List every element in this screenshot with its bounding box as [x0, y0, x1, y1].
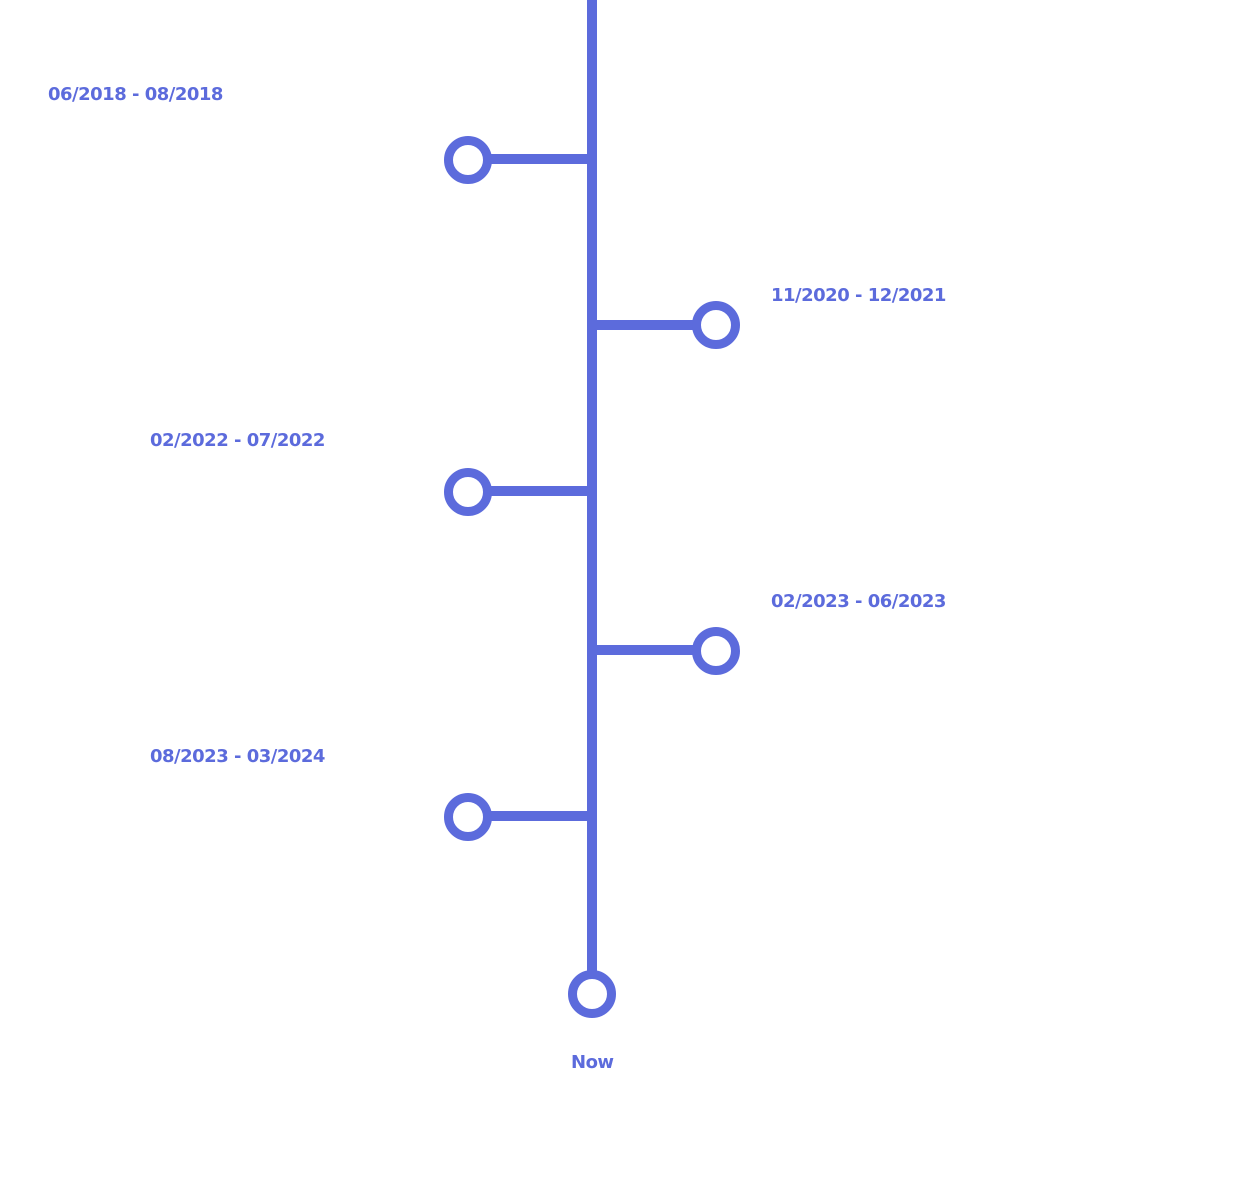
date-range-label: 06/2018 - 08/2018 [48, 84, 223, 105]
end-node [568, 970, 616, 1018]
milestone-node [692, 301, 740, 349]
milestone-node [692, 627, 740, 675]
connector-line [592, 645, 716, 655]
connector-line [466, 486, 592, 496]
date-range-label: 08/2023 - 03/2024 [150, 746, 325, 767]
end-label: Now [571, 1052, 614, 1073]
milestone-node [444, 793, 492, 841]
milestone-node [444, 136, 492, 184]
date-range-label: 02/2023 - 06/2023 [771, 591, 946, 612]
date-range-label: 02/2022 - 07/2022 [150, 430, 325, 451]
connector-line [466, 811, 592, 821]
milestone-node [444, 468, 492, 516]
connector-line [466, 154, 592, 164]
timeline-spine [587, 0, 597, 975]
date-range-label: 11/2020 - 12/2021 [771, 285, 946, 306]
connector-line [592, 320, 716, 330]
